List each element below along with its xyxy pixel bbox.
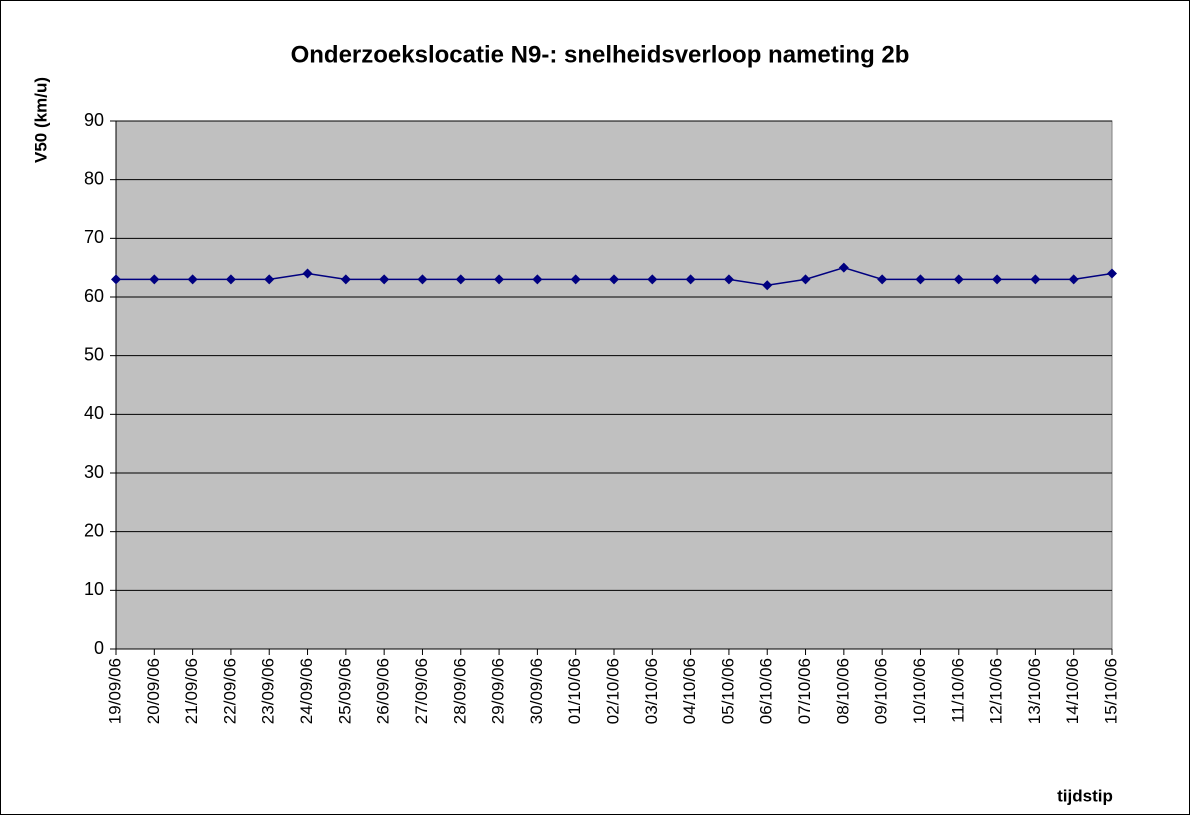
x-tick-label: 05/10/06 [718, 658, 737, 724]
marker [417, 274, 428, 285]
plot-area [115, 120, 1113, 650]
x-tick-label: 03/10/06 [642, 658, 661, 724]
x-tick-label: 30/09/06 [527, 658, 546, 724]
marker [723, 274, 734, 285]
marker [953, 274, 964, 285]
marker [1107, 268, 1117, 279]
marker [762, 280, 773, 291]
y-tick-label: 0 [94, 638, 104, 658]
y-tick-label: 70 [84, 227, 104, 247]
marker [532, 274, 543, 285]
x-tick-label: 29/09/06 [489, 658, 508, 724]
y-tick-label: 80 [84, 168, 104, 188]
y-tick-label: 50 [84, 344, 104, 364]
marker [877, 274, 888, 285]
x-tick-label: 07/10/06 [795, 658, 814, 724]
marker [187, 274, 198, 285]
x-tick-label: 01/10/06 [565, 658, 584, 724]
x-tick-label: 25/09/06 [335, 658, 354, 724]
y-tick-label: 40 [84, 403, 104, 423]
marker [149, 274, 160, 285]
x-tick-label: 21/09/06 [182, 658, 201, 724]
x-tick-label: 10/10/06 [910, 658, 929, 724]
x-tick-label: 20/09/06 [144, 658, 163, 724]
marker [494, 274, 505, 285]
y-tick-label: 90 [84, 110, 104, 130]
x-tick-label: 23/09/06 [259, 658, 278, 724]
marker [455, 274, 466, 285]
marker [379, 274, 390, 285]
x-tick-label: 13/10/06 [1025, 658, 1044, 724]
x-tick-label: 14/10/06 [1063, 658, 1082, 724]
marker [1030, 274, 1041, 285]
y-tick-label: 20 [84, 520, 104, 540]
marker [264, 274, 275, 285]
x-axis-label: tijdstip [1057, 786, 1113, 805]
marker [111, 274, 121, 285]
x-tick-label: 27/09/06 [412, 658, 431, 724]
marker [685, 274, 696, 285]
marker [225, 274, 236, 285]
marker [915, 274, 926, 285]
marker [647, 274, 658, 285]
marker [992, 274, 1003, 285]
marker [1068, 274, 1079, 285]
x-tick-label: 19/09/06 [105, 658, 124, 724]
x-tick-label: 12/10/06 [987, 658, 1006, 724]
marker [302, 268, 313, 279]
x-tick-label: 11/10/06 [948, 658, 967, 723]
marker [838, 262, 849, 273]
x-tick-label: 15/10/06 [1101, 658, 1120, 724]
y-tick-label: 30 [84, 462, 104, 482]
x-tick-label: 04/10/06 [680, 658, 699, 724]
x-tick-label: 26/09/06 [374, 658, 393, 724]
y-tick-label: 60 [84, 286, 104, 306]
x-tick-label: 02/10/06 [603, 658, 622, 724]
x-tick-label: 24/09/06 [297, 658, 316, 724]
marker [570, 274, 581, 285]
y-tick-label: 10 [84, 579, 104, 599]
x-tick-label: 08/10/06 [833, 658, 852, 724]
y-axis-label: V50 (km/u) [31, 77, 50, 163]
x-tick-label: 09/10/06 [872, 658, 891, 724]
marker [340, 274, 351, 285]
x-tick-label: 28/09/06 [450, 658, 469, 724]
marker [609, 274, 619, 285]
chart-title: Onderzoekslocatie N9-: snelheidsverloop … [291, 41, 910, 68]
marker [800, 274, 811, 285]
x-tick-label: 22/09/06 [220, 658, 239, 724]
x-tick-label: 06/10/06 [757, 658, 776, 724]
